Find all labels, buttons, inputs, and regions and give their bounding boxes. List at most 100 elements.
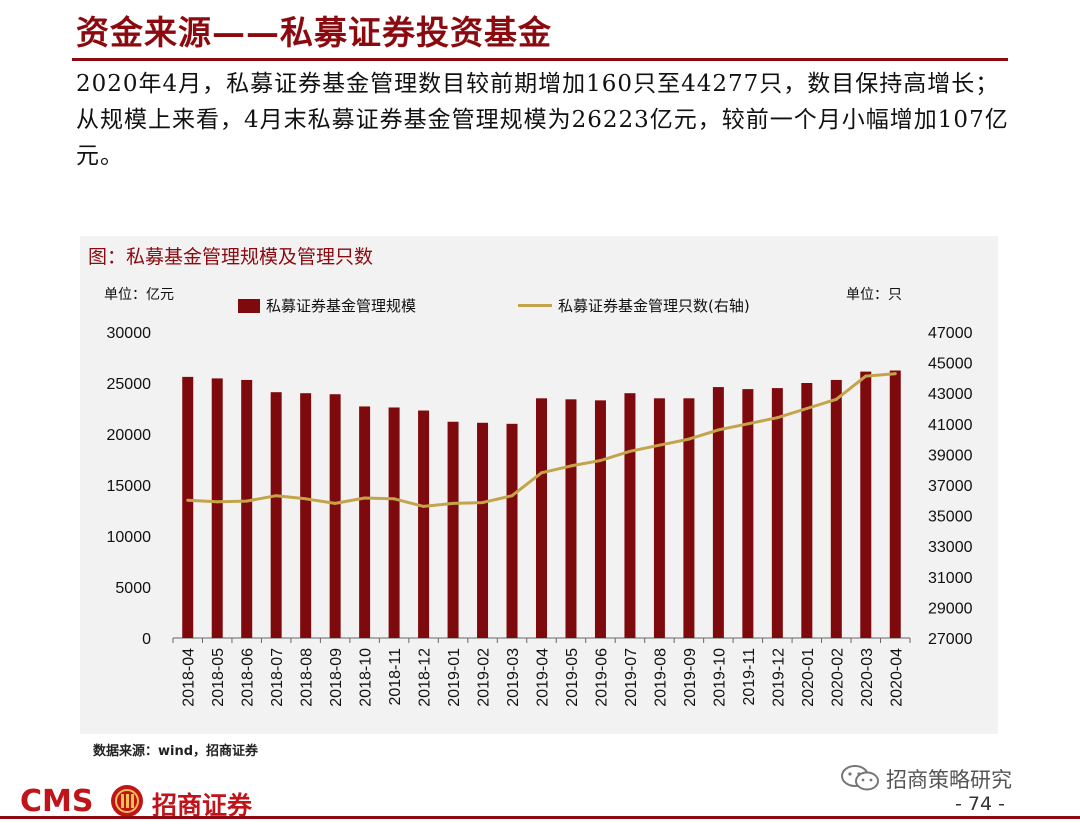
bar [801, 383, 813, 638]
line-point [274, 494, 278, 498]
intro-paragraph: 2020年4月，私募证券基金管理数目较前期增加160只至44277只，数目保持高… [76, 71, 1009, 169]
y-left-tick-label: 20000 [107, 427, 152, 444]
left-axis-unit: 单位：亿元 [104, 287, 174, 303]
bar [359, 406, 371, 638]
x-tick-label: 2018-10 [358, 648, 375, 707]
figure-title: 图：私募基金管理规模及管理只数 [88, 246, 374, 268]
legend-bar-series: 私募证券基金管理规模 [238, 295, 416, 316]
y-right-tick-label: 35000 [928, 509, 973, 526]
line-point [628, 449, 632, 453]
y-right-tick-label: 33000 [928, 539, 973, 556]
line-point [186, 498, 190, 502]
line-point [333, 501, 337, 505]
y-left-tick-label: 5000 [115, 580, 151, 597]
line-point [864, 374, 868, 378]
bar [329, 394, 341, 638]
data-source: 数据来源：wind，招商证券 [93, 744, 259, 759]
x-tick-label: 2019-11 [741, 648, 758, 706]
title-divider [72, 58, 1008, 61]
bar [536, 398, 547, 638]
x-tick-label: 2019-09 [682, 648, 699, 707]
x-tick-label: 2020-03 [859, 648, 876, 707]
x-tick-label: 2018-12 [417, 648, 434, 707]
x-tick-label: 2019-01 [446, 648, 463, 707]
line-point [510, 494, 514, 498]
y-right-tick-label: 43000 [928, 386, 973, 403]
wechat-icon [841, 765, 879, 791]
x-tick-label: 2019-06 [593, 648, 610, 707]
line-point [834, 397, 838, 401]
x-tick-label: 2020-02 [829, 648, 846, 707]
y-right-tick-label: 37000 [928, 478, 973, 495]
x-tick-label: 2020-01 [800, 648, 817, 707]
legend-line-swatch [518, 304, 552, 307]
x-tick-label: 2019-12 [770, 648, 787, 707]
legend-line-series: 私募证券基金管理只数(右轴) [518, 295, 750, 316]
line-point [598, 459, 602, 463]
bar [742, 389, 754, 638]
bar [477, 422, 489, 638]
line-point [363, 496, 367, 500]
page-number: - 74 - [955, 793, 1005, 815]
bar [594, 400, 606, 638]
right-axis-unit: 单位：只 [846, 287, 902, 303]
bar [418, 410, 430, 638]
bar [211, 378, 223, 638]
cms-logo-icon [111, 785, 143, 817]
bar [712, 387, 724, 638]
bar [889, 370, 901, 638]
bar [506, 423, 518, 638]
x-tick-label: 2019-02 [476, 648, 493, 707]
line-point [245, 499, 249, 503]
y-right-tick-label: 29000 [928, 600, 973, 617]
y-left-tick-label: 15000 [107, 478, 152, 495]
line-point [893, 372, 897, 376]
line-point [540, 471, 543, 475]
line-point [304, 497, 308, 501]
line-point [569, 464, 573, 468]
line-point [687, 437, 691, 441]
page-title: 资金来源——私募证券投资基金 [76, 13, 552, 52]
x-tick-label: 2018-05 [210, 648, 227, 707]
line-point [392, 497, 396, 501]
x-tick-label: 2018-08 [299, 648, 316, 707]
cms-logo-cn: 招商证券 [152, 791, 253, 820]
bar [830, 379, 842, 638]
y-right-tick-label: 47000 [928, 325, 973, 342]
y-right-tick-label: 27000 [928, 631, 973, 648]
y-left-tick-label: 0 [142, 631, 151, 648]
bar [388, 407, 400, 638]
x-tick-label: 2019-10 [711, 648, 728, 707]
bar [182, 376, 194, 638]
line-point [746, 422, 750, 426]
line-point [775, 416, 779, 420]
line-point [805, 407, 809, 410]
x-tick-label: 2019-05 [564, 648, 581, 707]
bar [270, 392, 282, 638]
bar [300, 393, 312, 638]
line-point [215, 500, 219, 504]
legend-bar-swatch [238, 298, 260, 313]
bar [860, 371, 872, 638]
wechat-account-name: 招商策略研究 [886, 768, 1012, 792]
y-left-tick-label: 10000 [107, 529, 152, 546]
bar [241, 379, 253, 638]
bar [565, 399, 577, 638]
footer-divider [0, 816, 1080, 819]
y-right-tick-label: 45000 [928, 356, 973, 373]
cms-logo-text: CMS [20, 784, 94, 819]
line-point [481, 501, 485, 505]
bar [624, 393, 636, 638]
y-left-tick-label: 30000 [107, 325, 152, 342]
bar [447, 421, 459, 638]
x-tick-label: 2018-04 [181, 648, 198, 707]
line-point [716, 428, 720, 432]
x-tick-label: 2019-08 [652, 648, 669, 707]
legend-bar-label: 私募证券基金管理规模 [266, 297, 417, 315]
x-tick-label: 2019-03 [505, 648, 522, 707]
y-right-tick-label: 41000 [928, 417, 973, 434]
line-point [657, 443, 661, 447]
x-tick-label: 2020-04 [888, 648, 905, 707]
y-right-tick-label: 39000 [928, 447, 973, 464]
